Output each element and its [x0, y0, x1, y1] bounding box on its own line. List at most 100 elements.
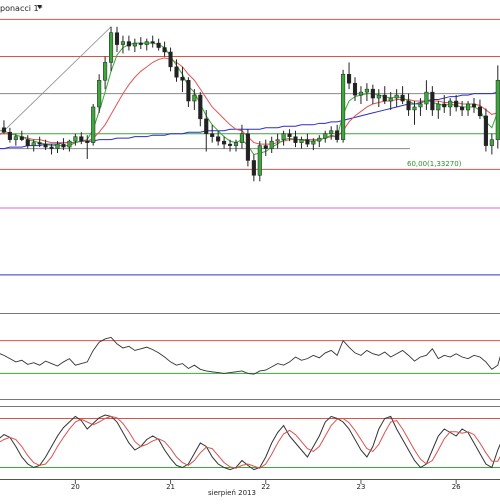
candle-down	[400, 94, 405, 102]
candle-down	[352, 82, 358, 96]
candle-down	[19, 136, 24, 140]
candle-down	[25, 139, 30, 146]
candle-down	[204, 118, 209, 134]
candle-up	[323, 133, 328, 139]
candle-down	[7, 131, 12, 140]
candle-up	[317, 137, 322, 142]
indicator-header: ponacci 1*	[0, 4, 43, 13]
candle-down	[138, 42, 143, 45]
candle-down	[287, 133, 292, 137]
candle-down	[382, 94, 387, 102]
price-panel: 60,00(1,33270) ponacci 1*	[0, 4, 500, 276]
candle-up	[192, 94, 197, 102]
candle-up	[31, 142, 36, 146]
candle-up	[144, 41, 149, 45]
candle-up	[448, 100, 453, 108]
candle-down	[37, 142, 42, 145]
stochastic-signal-line	[0, 415, 500, 469]
candle-up	[13, 136, 18, 140]
time-axis-title: sierpień 2013	[208, 489, 256, 497]
candle-up	[67, 140, 72, 148]
time-axis-tick-label: 21	[166, 483, 175, 491]
candle-down	[305, 139, 310, 145]
candle-down	[460, 106, 465, 111]
candle-down	[251, 160, 256, 176]
candle-down	[245, 133, 250, 161]
candle-up	[239, 133, 244, 143]
fibonacci-level-label: 60,00(1,33270)	[407, 160, 462, 168]
candle-up	[299, 139, 304, 143]
candle-down	[174, 66, 179, 78]
candle-up	[311, 140, 316, 145]
candle-down	[210, 133, 215, 137]
candle-up	[388, 97, 393, 102]
oscillator-line	[0, 336, 500, 375]
candle-up	[364, 88, 369, 93]
candle-up	[132, 42, 137, 47]
candle-down	[222, 140, 227, 145]
candle-up	[73, 136, 78, 142]
candle-down	[156, 42, 161, 48]
time-axis: 202122232627	[71, 479, 461, 491]
fibonacci-trend-line	[0, 26, 112, 136]
candle-down	[347, 74, 352, 84]
candle-up	[109, 32, 114, 63]
candle-down	[49, 146, 54, 149]
candle-up	[466, 103, 471, 111]
candle-up	[257, 145, 262, 176]
candle-up	[329, 130, 334, 134]
candle-down	[198, 94, 203, 120]
candle-down	[263, 145, 268, 149]
candle-down	[228, 143, 233, 146]
indicator-header-label: ponacci 1*	[0, 4, 43, 13]
candle-down	[293, 136, 298, 143]
stochastic-panel	[0, 414, 500, 471]
time-axis-tick-label: 22	[261, 483, 270, 491]
candle-down	[483, 115, 488, 146]
candle-down	[406, 100, 411, 111]
candle-down	[168, 51, 173, 68]
candle-down	[477, 106, 482, 117]
down-triangle-icon[interactable]	[37, 5, 42, 9]
candle-down	[335, 130, 340, 140]
candle-up	[418, 103, 423, 108]
candle-down	[43, 143, 48, 148]
time-axis-tick-label: 20	[71, 483, 80, 491]
candle-down	[430, 91, 435, 111]
candle-up	[489, 139, 494, 146]
candle-up	[91, 106, 96, 143]
candle-up	[120, 41, 126, 45]
candle-down	[180, 77, 185, 81]
candle-down	[150, 41, 155, 44]
candle-up	[233, 142, 239, 146]
candle-down	[61, 143, 66, 148]
candle-down	[442, 103, 447, 108]
candle-up	[376, 94, 381, 99]
candle-up	[275, 139, 280, 142]
candle-down	[370, 88, 375, 99]
candle-down	[79, 136, 84, 142]
candle-up	[281, 133, 286, 140]
candle-up	[412, 106, 417, 111]
candle-up	[341, 74, 346, 140]
oscillator-panel	[0, 336, 500, 375]
time-axis-tick-label: 23	[356, 483, 365, 491]
candle-up	[436, 103, 441, 111]
candle-down	[216, 136, 221, 142]
candle-down	[1, 127, 6, 133]
moving-average-slow-line	[0, 57, 498, 145]
candle-down	[162, 47, 167, 53]
candle-down	[471, 103, 477, 108]
candle-up	[394, 94, 399, 99]
candle-up	[495, 79, 500, 140]
candle-up	[103, 62, 108, 81]
candle-down	[114, 32, 120, 45]
candle-up	[97, 79, 102, 108]
candle-up	[269, 140, 274, 149]
candle-up	[55, 143, 60, 149]
candle-down	[85, 140, 90, 143]
time-axis-tick-label: 26	[452, 483, 461, 491]
candle-up	[424, 91, 429, 105]
